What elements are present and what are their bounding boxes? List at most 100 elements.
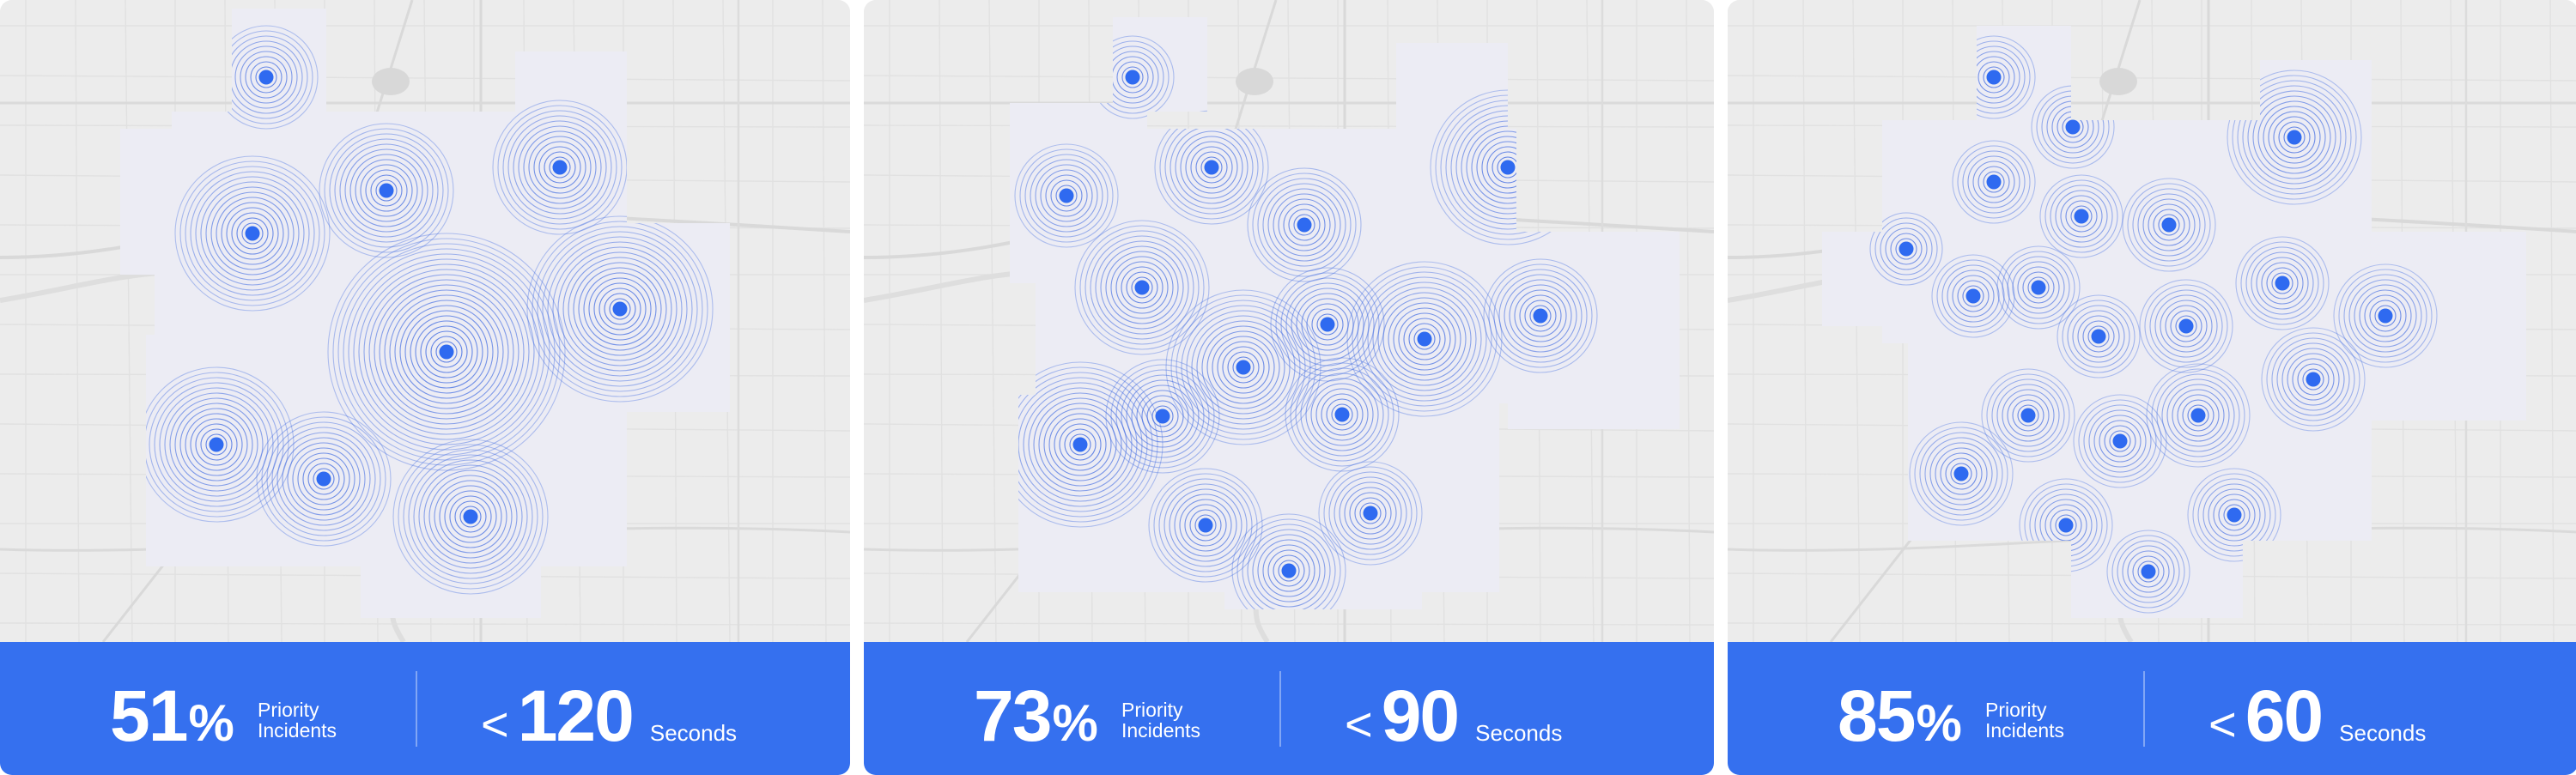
- coverage-ring: [365, 169, 408, 212]
- coverage-ring: [2172, 389, 2225, 442]
- coverage-ring: [1200, 156, 1223, 179]
- coverage-ring: [363, 269, 530, 435]
- coverage-ring: [2139, 279, 2233, 373]
- coverage-ring: [1318, 461, 1423, 566]
- coverage-ring: [2122, 178, 2216, 272]
- station-marker-icon: [1899, 241, 1914, 257]
- coverage-ring: [1972, 160, 2015, 203]
- coverage-ring: [1121, 66, 1144, 88]
- coverage-ring: [195, 423, 238, 466]
- coverage-ring: [1285, 282, 1370, 366]
- coverage-ring: [1054, 418, 1107, 471]
- coverage-ring: [2297, 363, 2330, 396]
- coverage-ring: [418, 464, 523, 569]
- coverage-ring: [355, 159, 418, 222]
- coverage-ring: [542, 231, 698, 387]
- coverage-ring: [2240, 241, 2324, 325]
- coverage-ring: [1189, 509, 1222, 542]
- station-marker-icon: [1155, 409, 1170, 424]
- lake: [1236, 68, 1273, 95]
- coverage-ring: [2055, 190, 2108, 243]
- coverage-ring: [2369, 300, 2402, 332]
- coverage-ring: [200, 428, 233, 461]
- less-than-sign: <: [1345, 697, 1373, 751]
- coverage-rings-icon: [2261, 327, 2366, 432]
- coverage-rings-icon: [2073, 394, 2167, 488]
- stats-bar: 85 % Priority Incidents < 60 Seconds: [1728, 642, 2576, 775]
- coverage-ring: [1962, 150, 2026, 214]
- coverage-ring: [292, 447, 355, 511]
- coverage-ring: [1291, 288, 1364, 361]
- station-marker-icon: [258, 70, 274, 85]
- coverage-ring: [399, 305, 494, 399]
- station-marker-icon: [2058, 518, 2074, 533]
- coverage-ring: [1295, 367, 1389, 462]
- station-marker-icon: [2074, 209, 2089, 224]
- coverage-ring: [2087, 325, 2110, 348]
- coverage-ring: [1163, 483, 1248, 567]
- coverage-ring: [1247, 167, 1362, 282]
- coverage-ring: [404, 310, 489, 394]
- coverage-ring: [1227, 351, 1260, 384]
- coverage-ring: [2187, 404, 2209, 427]
- coverage-ring: [374, 279, 519, 425]
- coverage-ring: [348, 253, 545, 451]
- coverage-ring: [2170, 310, 2202, 342]
- coverage-ring: [1048, 413, 1112, 476]
- coverage-ring: [327, 233, 566, 471]
- coverage-ring: [2017, 266, 2060, 309]
- station-marker-icon: [1533, 308, 1548, 324]
- road: [1686, 0, 1691, 642]
- coverage-ring: [1957, 280, 1990, 312]
- coverage-ring: [2132, 555, 2165, 588]
- coverage-ring: [159, 387, 274, 502]
- coverage-ring: [282, 437, 366, 521]
- coverage-ring: [2208, 488, 2261, 542]
- coverage-ring: [255, 66, 277, 88]
- station-marker-icon: [1281, 563, 1297, 578]
- coverage-rings-icon: [2146, 363, 2251, 468]
- coverage-ring: [2158, 214, 2180, 236]
- coverage-ring: [1018, 382, 1143, 507]
- station-marker-icon: [2275, 275, 2290, 291]
- coverage-ring: [2263, 106, 2326, 169]
- coverage-ring: [1947, 269, 2000, 323]
- coverage-ring: [2055, 514, 2077, 536]
- coverage-ring: [2057, 294, 2141, 378]
- coverage-ring: [1190, 146, 1233, 189]
- coverage-ring: [428, 475, 513, 559]
- coverage-ring: [1936, 259, 2010, 333]
- coverage-ring: [2175, 315, 2197, 337]
- coverage-ring: [1121, 374, 1205, 458]
- coverage-rings-icon: [327, 233, 566, 471]
- coverage-ring: [1105, 359, 1220, 474]
- coverage-ring: [236, 217, 269, 250]
- lake: [2099, 68, 2137, 95]
- coverage-ring: [2374, 305, 2397, 327]
- coverage-ring: [1035, 164, 1098, 227]
- road: [0, 75, 850, 82]
- coverage-ring: [2359, 289, 2412, 342]
- station-marker-icon: [1198, 518, 1213, 533]
- coverage-ring: [1180, 136, 1243, 199]
- coverage-ring: [2276, 342, 2350, 416]
- coverage-ring: [287, 442, 361, 516]
- coverage-ring: [2273, 116, 2316, 159]
- coverage-ring: [324, 128, 449, 253]
- coverage-ring: [1232, 356, 1255, 378]
- coverage-ring: [1110, 256, 1174, 319]
- coverage-ring: [2077, 315, 2120, 358]
- coverage-ring: [1346, 261, 1503, 417]
- coverage-ring: [1273, 554, 1305, 587]
- coverage-rings-icon: [1285, 357, 1400, 472]
- station-marker-icon: [379, 183, 394, 198]
- coverage-ring: [2281, 348, 2345, 411]
- coverage-ring: [1186, 310, 1301, 425]
- coverage-rings-icon: [2122, 178, 2216, 272]
- coverage-ring: [1023, 387, 1138, 502]
- coverage-rings-icon: [2106, 530, 2190, 614]
- coverage-ring: [1095, 240, 1189, 335]
- coverage-ring: [1050, 179, 1083, 212]
- coverage-ring: [1262, 183, 1346, 267]
- coverage-rings-icon: [1981, 368, 2075, 463]
